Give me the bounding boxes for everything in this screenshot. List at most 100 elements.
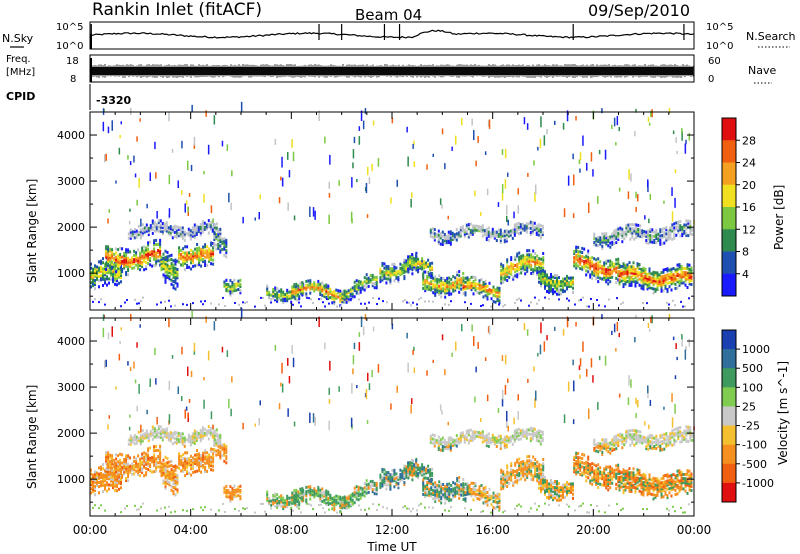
velocity-cell bbox=[104, 483, 106, 487]
power-cell bbox=[670, 280, 673, 284]
power-cell bbox=[246, 301, 248, 304]
velocity-cell bbox=[321, 499, 324, 503]
power-cell bbox=[441, 128, 444, 135]
velocity-cell bbox=[373, 483, 376, 487]
velocity-cell bbox=[206, 459, 209, 463]
power-cell bbox=[190, 267, 193, 271]
velocity-cell bbox=[319, 488, 322, 492]
power-cell bbox=[301, 283, 304, 287]
power-cell bbox=[98, 268, 100, 272]
power-cell bbox=[96, 269, 98, 273]
power-cell bbox=[163, 224, 166, 228]
velocity-cell bbox=[184, 463, 187, 467]
power-cell bbox=[413, 140, 415, 145]
velocity-cell bbox=[387, 477, 390, 481]
power-cell bbox=[680, 277, 683, 281]
power-cell bbox=[231, 287, 234, 291]
power-cell bbox=[333, 289, 336, 293]
power-cell bbox=[105, 249, 108, 253]
velocity-cell bbox=[424, 484, 427, 488]
power-cell bbox=[542, 277, 544, 281]
power-cell bbox=[506, 279, 509, 282]
power-cell bbox=[605, 269, 608, 273]
power-cell bbox=[613, 231, 616, 235]
power-cell bbox=[162, 252, 165, 256]
power-cell bbox=[387, 265, 390, 269]
power-cell bbox=[667, 231, 670, 235]
velocity-cell bbox=[286, 494, 289, 498]
power-cell bbox=[172, 259, 175, 263]
power-cell bbox=[357, 283, 360, 287]
velocity-cell bbox=[333, 497, 336, 501]
power-cell bbox=[492, 285, 495, 289]
power-cell bbox=[391, 269, 394, 273]
power-cell bbox=[432, 153, 434, 157]
power-cell bbox=[109, 258, 112, 261]
power-cell bbox=[401, 265, 404, 269]
power-cell bbox=[219, 227, 222, 231]
power-cell bbox=[333, 302, 336, 306]
power-cell bbox=[311, 283, 314, 287]
velocity-cell bbox=[297, 496, 300, 500]
power-cell bbox=[460, 277, 463, 281]
power-cell bbox=[685, 219, 688, 223]
velocity-cell bbox=[272, 498, 275, 502]
power-cell bbox=[613, 262, 616, 266]
velocity-cell bbox=[472, 492, 475, 496]
power-cell bbox=[690, 266, 693, 270]
power-cell bbox=[630, 173, 632, 182]
power-cell bbox=[540, 271, 542, 275]
power-cell bbox=[155, 257, 158, 261]
velocity-cell bbox=[174, 487, 177, 491]
power-cell bbox=[644, 274, 647, 277]
power-cell bbox=[512, 267, 515, 271]
velocity-cell bbox=[217, 453, 220, 456]
power-cell bbox=[423, 270, 426, 274]
power-cell bbox=[111, 260, 114, 264]
power-cell bbox=[623, 231, 626, 234]
power-cell bbox=[391, 271, 394, 275]
power-cell bbox=[687, 221, 690, 225]
power-cell bbox=[90, 275, 92, 278]
power-cell bbox=[365, 281, 368, 285]
power-cell bbox=[648, 279, 651, 283]
power-cell bbox=[685, 227, 688, 231]
power-cell bbox=[624, 276, 627, 280]
velocity-cell bbox=[359, 496, 362, 500]
velocity-cell bbox=[98, 491, 100, 495]
power-cell bbox=[116, 272, 118, 276]
power-cell bbox=[621, 233, 624, 237]
velocity-cell bbox=[327, 501, 330, 504]
power-cell bbox=[441, 234, 444, 238]
velocity-cell bbox=[149, 463, 152, 467]
power-cell bbox=[546, 273, 548, 277]
power-cell bbox=[371, 278, 374, 281]
power-cell bbox=[131, 266, 134, 270]
power-cell bbox=[90, 285, 92, 289]
power-cell bbox=[676, 150, 678, 155]
power-cell bbox=[674, 304, 676, 307]
power-cell bbox=[357, 286, 360, 289]
power-cell bbox=[141, 229, 144, 233]
velocity-cell bbox=[159, 457, 162, 461]
power-cell bbox=[658, 275, 661, 279]
power-cell bbox=[472, 282, 475, 286]
power-cell bbox=[301, 289, 304, 293]
power-cell bbox=[379, 269, 382, 273]
power-cell bbox=[631, 227, 634, 231]
velocity-cell bbox=[403, 466, 406, 470]
power-cell bbox=[201, 222, 204, 226]
power-cell bbox=[375, 280, 378, 284]
velocity-cell bbox=[484, 490, 487, 493]
power-cell bbox=[328, 181, 330, 189]
velocity-cell bbox=[217, 448, 220, 452]
power-cell bbox=[110, 277, 112, 281]
velocity-cell bbox=[118, 487, 120, 491]
velocity-cell bbox=[276, 503, 279, 507]
velocity-cell bbox=[353, 486, 356, 490]
power-cell bbox=[558, 280, 560, 284]
velocity-cell bbox=[116, 485, 118, 489]
power-cell bbox=[116, 277, 118, 281]
power-cell bbox=[625, 234, 628, 238]
power-cell bbox=[468, 282, 471, 286]
